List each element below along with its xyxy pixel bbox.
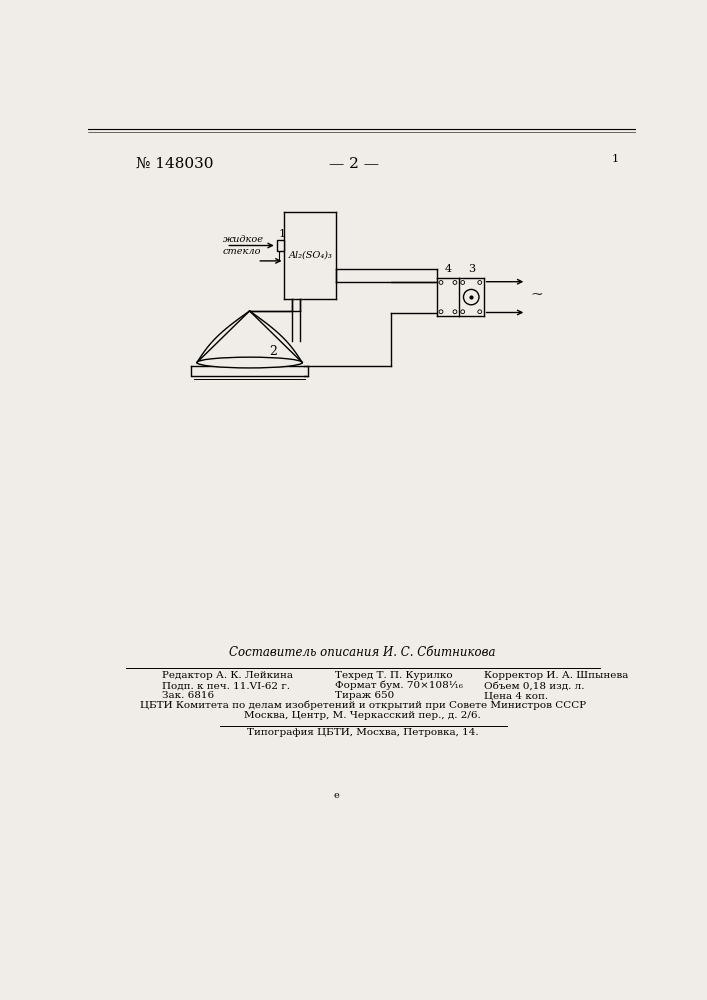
Text: Техред Т. П. Курилко: Техред Т. П. Курилко [335,671,452,680]
Circle shape [453,281,457,284]
Text: Al₂(SO₄)₃: Al₂(SO₄)₃ [288,251,332,260]
Text: № 148030: № 148030 [136,157,214,171]
Circle shape [439,281,443,284]
Text: — 2 —: — 2 — [329,157,379,171]
Text: жидкое
стекло: жидкое стекло [223,235,264,256]
Text: ~: ~ [530,288,543,302]
Circle shape [478,281,481,284]
Text: Объем 0,18 изд. л.: Объем 0,18 изд. л. [484,681,584,690]
Text: 1: 1 [279,229,286,239]
Text: e: e [334,791,339,800]
Text: Типография ЦБТИ, Мосхва, Петровка, 14.: Типография ЦБТИ, Мосхва, Петровка, 14. [247,728,479,737]
Text: Подп. к печ. 11.VI-62 г.: Подп. к печ. 11.VI-62 г. [162,681,290,690]
Ellipse shape [197,357,303,368]
Text: Составитель описания И. С. Сбитникова: Составитель описания И. С. Сбитникова [230,646,496,659]
Text: Формат бум. 70×108¹⁄₁₆: Формат бум. 70×108¹⁄₁₆ [335,681,462,690]
Circle shape [453,310,457,314]
Text: 2: 2 [269,345,277,358]
Text: Тираж 650: Тираж 650 [335,691,394,700]
Text: Цена 4 коп.: Цена 4 коп. [484,691,548,700]
Circle shape [478,310,481,314]
Text: Москва, Центр, М. Черкасский пер., д. 2/6.: Москва, Центр, М. Черкасский пер., д. 2/… [245,711,481,720]
Bar [276,240,284,251]
Text: 3: 3 [467,264,475,274]
Text: ЦБТИ Комитета по делам изобретений и открытий при Совете Министров СССР: ЦБТИ Комитета по делам изобретений и отк… [140,701,586,710]
Text: Корректор И. А. Шпынева: Корректор И. А. Шпынева [484,671,628,680]
Text: Редактор А. К. Лейкина: Редактор А. К. Лейкина [162,671,293,680]
Circle shape [439,310,443,314]
Circle shape [464,289,479,305]
Circle shape [461,281,464,284]
Text: Зак. 6816: Зак. 6816 [162,691,214,700]
Text: 1: 1 [612,154,619,164]
Circle shape [461,310,464,314]
Text: 4: 4 [445,264,452,274]
